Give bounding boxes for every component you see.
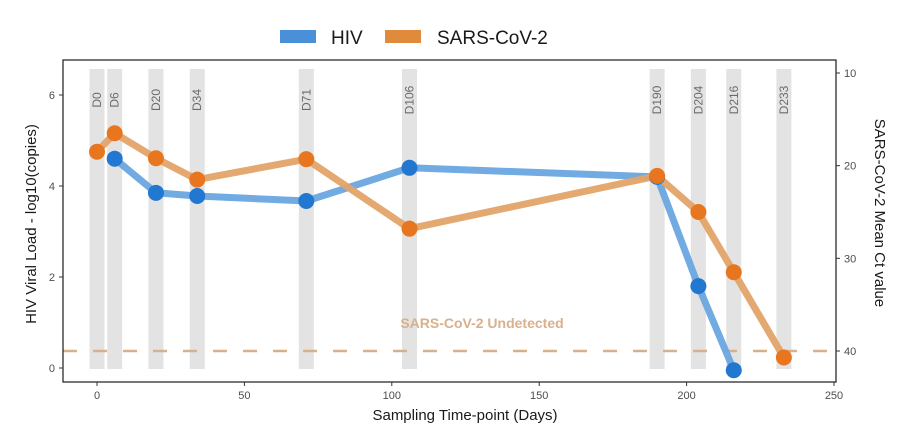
data-point-sars-cov-2 — [649, 167, 666, 184]
series-group — [89, 125, 792, 379]
data-point-sars-cov-2 — [189, 171, 206, 188]
y-axis-right-title: SARS-CoV-2 Mean Ct value — [871, 119, 888, 307]
timepoint-label: D233 — [777, 85, 791, 114]
legend-label-hiv: HIV — [331, 28, 363, 49]
timepoint-label: D20 — [149, 89, 163, 111]
data-point-hiv — [147, 184, 164, 201]
series-line-sars-cov-2 — [93, 129, 788, 361]
y-right-tick-label: 30 — [844, 253, 856, 265]
x-axis: 0 50 100 150 200 250 — [94, 382, 843, 402]
y-axis-left-title: HIV Viral Load - log10(copies) — [23, 124, 40, 324]
timepoint-label: D216 — [727, 85, 741, 114]
timepoint-label: D190 — [650, 85, 664, 114]
data-point-hiv — [401, 159, 418, 176]
timepoint-band — [107, 69, 123, 369]
y-left-tick-label: 6 — [49, 90, 55, 102]
x-tick-label: 250 — [825, 390, 843, 402]
timepoint-label: D204 — [691, 85, 705, 114]
y-right-tick-label: 10 — [844, 68, 856, 80]
data-point-hiv — [725, 362, 742, 379]
timepoint-label: D71 — [299, 89, 313, 111]
data-point-hiv — [690, 278, 707, 295]
data-point-sars-cov-2 — [401, 220, 418, 237]
data-point-hiv — [106, 150, 123, 167]
series-line-hiv — [111, 155, 738, 374]
x-tick-label: 200 — [677, 390, 695, 402]
y-left-tick-label: 4 — [49, 181, 55, 193]
data-point-sars-cov-2 — [106, 125, 123, 142]
timepoint-band — [298, 69, 314, 369]
data-point-sars-cov-2 — [725, 264, 742, 281]
y-right-tick-label: 40 — [844, 346, 856, 358]
y-axis-left: 0 2 4 6 — [49, 90, 63, 375]
legend-label-sars-cov-2: SARS-CoV-2 — [437, 28, 548, 49]
timepoint-label: D6 — [108, 92, 122, 108]
timepoint-band — [89, 69, 105, 369]
data-point-sars-cov-2 — [147, 150, 164, 167]
timepoint-band — [649, 69, 665, 369]
x-tick-label: 150 — [530, 390, 548, 402]
x-tick-label: 100 — [383, 390, 401, 402]
timepoint-band — [189, 69, 205, 369]
x-axis-title: Sampling Time-point (Days) — [372, 407, 557, 424]
y-left-tick-label: 0 — [49, 363, 55, 375]
data-point-sars-cov-2 — [690, 204, 707, 220]
timepoint-band — [148, 69, 164, 369]
data-point-sars-cov-2 — [298, 151, 315, 168]
timepoint-bands — [89, 69, 792, 369]
timepoint-labels: D0 D6 D20 D34 D71 D106 D190 D204 D216 D233 — [90, 85, 791, 114]
x-tick-label: 0 — [94, 390, 100, 402]
x-tick-label: 50 — [238, 390, 250, 402]
plot-panel-border — [62, 59, 837, 383]
legend-key-hiv — [280, 30, 316, 43]
data-point-sars-cov-2 — [775, 349, 792, 366]
y-right-tick-label: 20 — [844, 161, 856, 173]
timepoint-label: D34 — [190, 89, 204, 111]
timepoint-band — [776, 69, 792, 369]
timepoint-band — [401, 69, 417, 369]
y-left-tick-label: 2 — [49, 272, 55, 284]
timepoint-label: D0 — [90, 92, 104, 108]
data-point-sars-cov-2 — [89, 143, 105, 160]
timepoint-band — [726, 69, 742, 369]
y-axis-right: 10 20 30 40 — [836, 68, 856, 358]
timepoint-label: D106 — [402, 85, 416, 114]
undetected-annotation: SARS-CoV-2 Undetected — [400, 315, 563, 331]
data-point-hiv — [189, 188, 206, 205]
data-point-hiv — [298, 193, 315, 210]
legend-key-sars-cov-2 — [385, 30, 421, 43]
legend: HIV SARS-CoV-2 — [280, 28, 548, 49]
